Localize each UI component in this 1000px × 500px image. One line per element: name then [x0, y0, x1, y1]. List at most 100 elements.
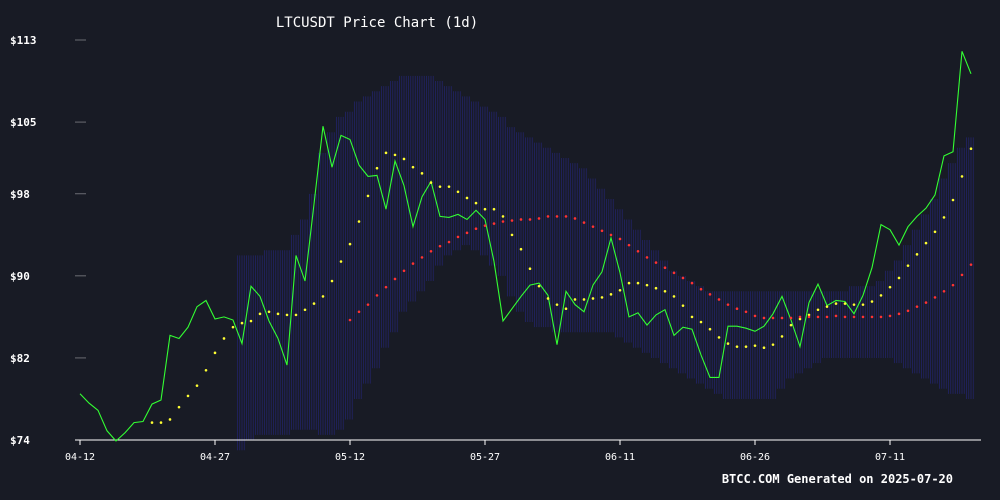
- fast-ma-point: [789, 323, 793, 327]
- slow-ma-point: [393, 277, 397, 281]
- slow-ma-point: [852, 315, 856, 319]
- fast-ma-point: [384, 151, 388, 155]
- slow-ma-point: [456, 235, 460, 239]
- slow-ma-point: [915, 305, 919, 308]
- slow-ma-point: [861, 315, 865, 319]
- x-tick-label: 06-26: [740, 452, 770, 463]
- fast-ma-point: [564, 307, 568, 311]
- slow-ma-point: [825, 315, 829, 319]
- slow-ma-point: [600, 229, 604, 233]
- slow-ma-point: [546, 215, 550, 218]
- slow-ma-point: [951, 283, 955, 287]
- fast-ma-point: [510, 233, 514, 237]
- slow-ma-point: [492, 222, 496, 225]
- slow-ma-point: [690, 281, 694, 285]
- fast-ma-point: [492, 207, 496, 211]
- fast-ma-point: [312, 302, 316, 305]
- slow-ma-point: [780, 316, 784, 320]
- slow-ma-point: [897, 312, 901, 316]
- fast-ma-point: [699, 320, 703, 324]
- slow-ma-point: [870, 315, 874, 319]
- slow-ma-point: [609, 233, 613, 237]
- fast-ma-point: [807, 313, 811, 317]
- series-layer: [79, 51, 973, 442]
- bollinger-band-layer: [237, 75, 974, 451]
- fast-ma-point: [420, 172, 424, 175]
- slow-ma-point: [645, 256, 649, 259]
- slow-ma-point: [879, 315, 883, 319]
- slow-ma-point: [537, 217, 541, 220]
- slow-ma-point: [753, 314, 757, 318]
- fast-ma-point: [411, 165, 415, 169]
- slow-ma-point: [762, 316, 766, 320]
- slow-ma-point: [375, 294, 379, 297]
- y-tick-label: $98: [10, 188, 30, 201]
- fast-ma-point: [555, 303, 559, 306]
- fast-ma-point: [780, 335, 784, 338]
- fast-ma-point: [636, 281, 640, 285]
- fast-ma-point: [303, 308, 307, 312]
- fast-ma-point: [969, 147, 973, 151]
- x-tick-label: 05-27: [470, 452, 500, 463]
- fast-ma-point: [285, 313, 289, 317]
- fast-ma-point: [528, 267, 532, 271]
- fast-ma-point: [402, 157, 406, 161]
- fast-ma-point: [195, 384, 199, 387]
- fast-ma-point: [609, 293, 613, 296]
- fast-ma-point: [618, 288, 622, 292]
- fast-ma-point: [591, 297, 595, 300]
- fast-ma-point: [429, 181, 433, 184]
- fast-ma-point: [483, 207, 487, 211]
- slow-ma-point: [969, 263, 973, 266]
- slow-ma-point: [510, 219, 514, 222]
- fast-ma-point: [960, 175, 964, 178]
- y-tick-label: $113: [10, 34, 37, 47]
- x-tick-label: 04-27: [200, 452, 230, 463]
- slow-ma-point: [789, 316, 793, 320]
- fast-ma-point: [744, 345, 748, 348]
- fast-ma-point: [726, 342, 730, 345]
- fast-ma-point: [438, 185, 442, 188]
- fast-ma-point: [465, 196, 469, 200]
- fast-ma-point: [906, 264, 910, 267]
- fast-ma-point: [339, 260, 343, 263]
- slow-ma-point: [744, 310, 748, 314]
- fast-ma-point: [537, 284, 541, 288]
- fast-ma-point: [375, 166, 379, 170]
- fast-ma-point: [501, 215, 505, 218]
- fast-ma-point: [924, 241, 928, 245]
- fast-ma-point: [645, 283, 649, 287]
- fast-ma-point: [546, 297, 550, 300]
- fast-ma-point: [816, 308, 820, 312]
- fast-ma-point: [717, 336, 721, 339]
- fast-ma-point: [582, 298, 586, 301]
- fast-ma-point: [519, 247, 523, 251]
- fast-ma-point: [276, 312, 280, 316]
- slow-ma-point: [420, 256, 424, 259]
- slow-ma-point: [843, 315, 847, 319]
- slow-ma-point: [402, 269, 406, 273]
- fast-ma-point: [321, 295, 325, 298]
- chart-title: LTCUSDT Price Chart (1d): [276, 15, 478, 31]
- x-tick-label: 07-11: [875, 452, 905, 463]
- fast-ma-point: [204, 368, 208, 372]
- fast-ma-point: [240, 321, 244, 325]
- slow-ma-point: [429, 249, 433, 253]
- slow-ma-point: [771, 316, 775, 320]
- slow-ma-point: [636, 249, 640, 253]
- slow-ma-point: [483, 224, 487, 227]
- slow-ma-point: [564, 215, 568, 218]
- slow-ma-point: [816, 315, 820, 319]
- fast-ma-point: [762, 346, 766, 349]
- slow-ma-point: [960, 273, 964, 277]
- fast-ma-point: [573, 298, 577, 301]
- slow-ma-point: [582, 221, 586, 224]
- fast-ma-point: [357, 220, 361, 223]
- slow-ma-point: [591, 225, 595, 228]
- slow-ma-point: [942, 289, 946, 293]
- fast-ma-point: [348, 242, 352, 246]
- fast-ma-point: [663, 289, 667, 293]
- slow-ma-point: [654, 261, 658, 264]
